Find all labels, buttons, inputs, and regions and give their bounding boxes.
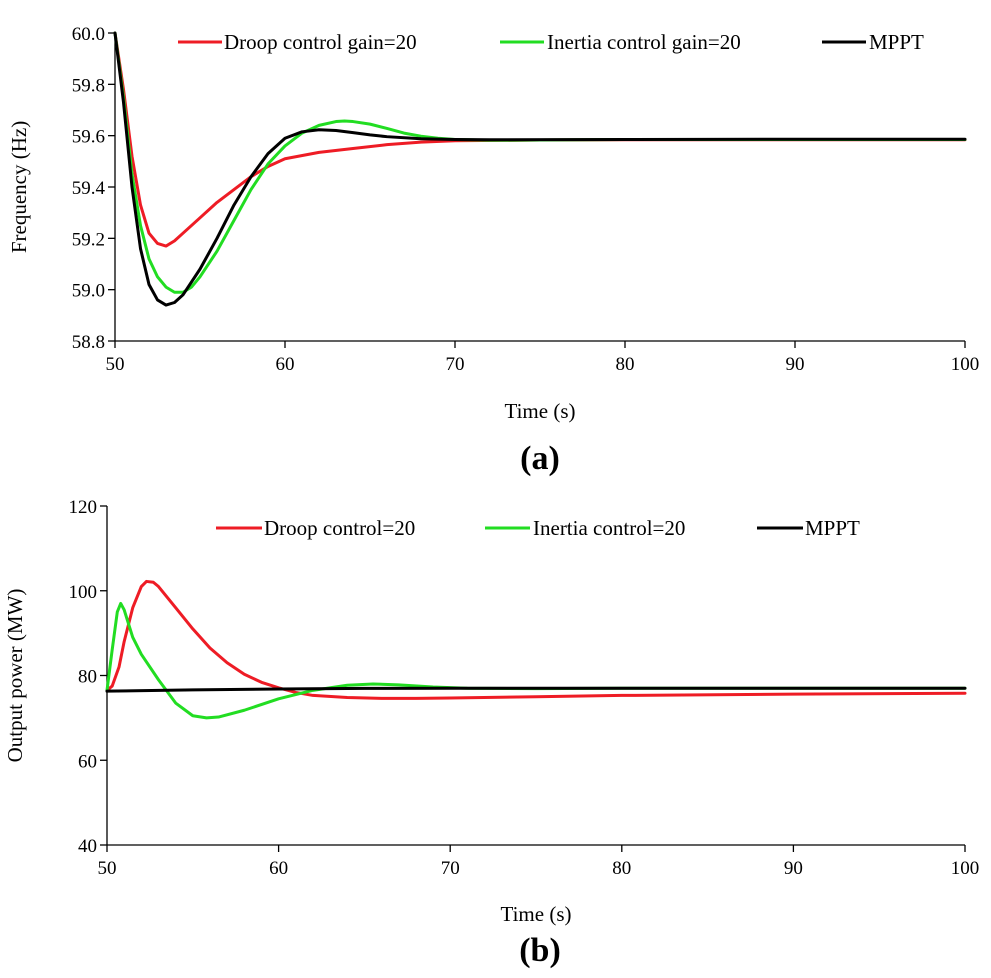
frequency-y-tick-label: 59.6 [72, 127, 105, 148]
legend-label-droop-control-gain-20: Droop control gain=20 [224, 30, 417, 54]
frequency-y-tick-label: 59.2 [72, 229, 105, 250]
panel-label-a: (a) [520, 440, 560, 477]
legend-label-mppt: MPPT [869, 30, 924, 54]
series-line-droop-control-20 [105, 579, 967, 700]
legend-label-inertia-control-gain-20: Inertia control gain=20 [547, 30, 741, 54]
power-y-tick-label: 60 [78, 751, 97, 772]
frequency-x-tick-label: 70 [446, 354, 465, 375]
y-axis-label-frequency: Frequency (Hz) [7, 121, 31, 253]
frequency-y-tick-label: 60.0 [72, 24, 105, 45]
frequency-x-tick-label: 50 [106, 354, 125, 375]
power-chart-panel: 50 60 70 80 90 100 40 60 80 100 120 Droop control=2… [3, 497, 979, 969]
frequency-x-tick-label: 80 [616, 354, 635, 375]
frequency-y-tick-label: 58.8 [72, 332, 105, 353]
power-x-tick-label: 70 [441, 858, 460, 879]
series-line-inertia-control-gain-20 [113, 31, 967, 294]
x-axis-label-time-a: Time (s) [505, 399, 576, 423]
power-y-tick-label: 100 [69, 582, 98, 603]
power-y-tick-label: 120 [69, 497, 98, 518]
frequency-chart-panel: 50 60 70 80 90 100 58.8 59.0 59.2 59.4 59.6 59.8 60.… [7, 24, 979, 477]
frequency-x-tick-label: 100 [951, 354, 980, 375]
frequency-y-tick-label: 59.4 [72, 178, 106, 199]
x-axis-label-time-b: Time (s) [501, 902, 572, 926]
frequency-y-tick-label: 59.0 [72, 281, 105, 302]
series-line-mppt [105, 686, 967, 693]
power-x-tick-label: 90 [784, 858, 803, 879]
panel-label-b: (b) [519, 932, 561, 969]
frequency-x-tick-label: 60 [276, 354, 295, 375]
legend-label-mppt: MPPT [805, 516, 860, 540]
series-line-mppt [113, 31, 967, 307]
power-x-tick-label: 60 [269, 858, 288, 879]
power-x-tick-label: 80 [612, 858, 631, 879]
power-y-tick-label: 80 [78, 667, 97, 688]
power-x-tick-label: 50 [98, 858, 117, 879]
frequency-y-tick-label: 59.8 [72, 75, 105, 96]
y-axis-label-output-power: Output power (MW) [3, 589, 27, 763]
frequency-x-tick-label: 90 [786, 354, 805, 375]
power-x-tick-label: 100 [951, 858, 980, 879]
power-y-tick-label: 40 [78, 836, 97, 857]
legend-label-inertia-control-20: Inertia control=20 [533, 516, 685, 540]
legend-label-droop-control-20: Droop control=20 [264, 516, 415, 540]
series-line-inertia-control-20 [105, 601, 967, 720]
